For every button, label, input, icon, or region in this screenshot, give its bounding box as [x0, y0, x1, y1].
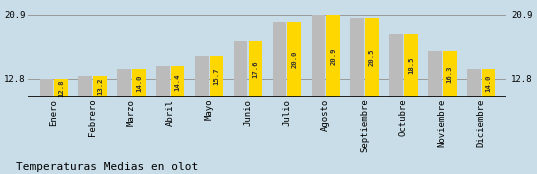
Text: 12.8: 12.8 — [58, 79, 64, 97]
Bar — [365, 18, 379, 174]
Text: 14.0: 14.0 — [136, 75, 142, 92]
Bar — [404, 34, 418, 174]
Text: 18.5: 18.5 — [408, 57, 414, 74]
Text: 13.2: 13.2 — [97, 78, 103, 95]
Bar — [287, 22, 301, 174]
Bar — [249, 41, 262, 174]
Bar — [234, 41, 248, 174]
Bar — [389, 34, 403, 174]
Bar — [210, 56, 223, 174]
Bar — [93, 76, 107, 174]
Bar — [156, 66, 170, 174]
Bar — [311, 14, 325, 174]
Bar — [351, 18, 364, 174]
Bar — [54, 79, 68, 174]
Text: 20.9: 20.9 — [330, 47, 336, 65]
Bar — [117, 69, 131, 174]
Text: 14.0: 14.0 — [485, 75, 491, 92]
Bar — [40, 79, 53, 174]
Bar — [195, 56, 208, 174]
Bar — [171, 66, 185, 174]
Bar — [273, 22, 286, 174]
Bar — [78, 76, 92, 174]
Text: 20.5: 20.5 — [369, 49, 375, 66]
Bar — [443, 51, 456, 174]
Bar — [326, 14, 340, 174]
Text: 17.6: 17.6 — [252, 60, 258, 78]
Text: 14.4: 14.4 — [175, 73, 180, 90]
Bar — [428, 51, 442, 174]
Text: Temperaturas Medias en olot: Temperaturas Medias en olot — [16, 162, 198, 172]
Bar — [482, 69, 496, 174]
Text: 15.7: 15.7 — [214, 68, 220, 85]
Text: 16.3: 16.3 — [447, 65, 453, 83]
Text: 20.0: 20.0 — [291, 51, 297, 68]
Bar — [467, 69, 481, 174]
Bar — [132, 69, 146, 174]
